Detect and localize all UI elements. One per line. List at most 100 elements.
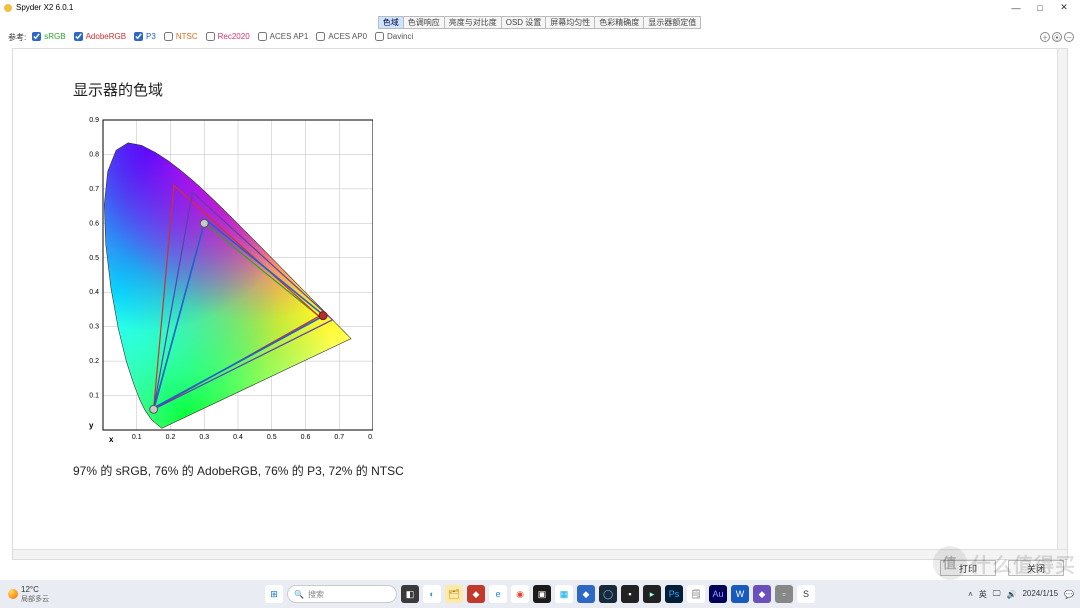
reference-label: 参考: (8, 32, 26, 43)
weather-temp: 12°C (21, 585, 49, 594)
svg-text:0.8: 0.8 (368, 434, 373, 441)
tray-date: 2024/1/15 (1022, 590, 1058, 598)
ref-davinci[interactable]: Davinci (375, 32, 413, 41)
watermark-badge: 值 (933, 546, 967, 580)
minimize-button[interactable]: — (1004, 3, 1028, 13)
ref-checkbox[interactable] (206, 32, 215, 41)
taskbar-chrome-icon[interactable]: ◉ (511, 585, 529, 603)
svg-text:0.3: 0.3 (199, 434, 209, 441)
horizontal-scrollbar[interactable] (13, 549, 1067, 559)
taskbar-copilot-icon[interactable]: ◐ (423, 585, 441, 603)
ref-label: ACES AP0 (328, 32, 367, 41)
svg-text:0.2: 0.2 (89, 358, 99, 365)
taskbar-app-dark3-icon[interactable]: ▸ (643, 585, 661, 603)
ref-checkbox[interactable] (375, 32, 384, 41)
taskbar-search[interactable]: 🔍搜索 (287, 585, 397, 603)
svg-text:x: x (109, 435, 114, 444)
ref-label: P3 (146, 32, 156, 41)
taskbar-task-view-icon[interactable]: ◧ (401, 585, 419, 603)
svg-text:y: y (89, 421, 94, 430)
ref-checkbox[interactable] (74, 32, 83, 41)
ref-label: AdobeRGB (86, 32, 126, 41)
svg-text:0.9: 0.9 (89, 117, 99, 124)
taskbar-weather[interactable]: 12°C 局部多云 (0, 585, 49, 604)
svg-text:0.3: 0.3 (89, 324, 99, 331)
ref-checkbox[interactable] (316, 32, 325, 41)
titlebar: Spyder X2 6.0.1 — □ ✕ (0, 0, 1080, 15)
ref-label: ACES AP1 (270, 32, 309, 41)
ref-rec2020[interactable]: Rec2020 (206, 32, 250, 41)
zoom-reset-icon[interactable]: ⦿ (1052, 32, 1062, 42)
svg-text:0.7: 0.7 (334, 434, 344, 441)
taskbar-windows-start-icon[interactable]: ⊞ (265, 585, 283, 603)
tray-lang[interactable]: 英 (979, 589, 987, 600)
taskbar-app-blue-icon[interactable]: ◆ (577, 585, 595, 603)
tabs-row: 色域色调响应亮度与对比度OSD 设置屏幕均匀性色彩精确度显示器额定值 (0, 15, 1080, 29)
svg-text:0.1: 0.1 (89, 393, 99, 400)
tab-6[interactable]: 显示器额定值 (643, 16, 701, 29)
taskbar-notes-icon[interactable]: 🗒 (687, 585, 705, 603)
taskbar-steam-icon[interactable]: ◯ (599, 585, 617, 603)
taskbar-app-dark1-icon[interactable]: ▣ (533, 585, 551, 603)
ref-aces ap1[interactable]: ACES AP1 (258, 32, 309, 41)
ref-srgb[interactable]: sRGB (32, 32, 65, 41)
reference-row: 参考: sRGB AdobeRGB P3 NTSC Rec2020 ACES AP1 ACE… (0, 29, 1080, 45)
tray-notification-icon[interactable]: 💬 (1064, 590, 1074, 599)
zoom-controls: ＋ ⦿ － (1040, 32, 1074, 42)
ref-ntsc[interactable]: NTSC (164, 32, 198, 41)
tab-5[interactable]: 色彩精确度 (594, 16, 644, 29)
taskbar-app-gray-icon[interactable]: ▫ (775, 585, 793, 603)
ref-label: Rec2020 (218, 32, 250, 41)
taskbar-center: ⊞🔍搜索◧◐🗂◆e◉▣▦◆◯▪▸Ps🗒AuW◆▫S (265, 585, 815, 603)
tab-3[interactable]: OSD 设置 (501, 16, 547, 29)
ref-checkbox[interactable] (134, 32, 143, 41)
weather-desc: 局部多云 (21, 594, 49, 604)
svg-text:0.1: 0.1 (132, 434, 142, 441)
gamut-summary: 97% 的 sRGB, 76% 的 AdobeRGB, 76% 的 P3, 72… (73, 462, 1067, 479)
ref-checkbox[interactable] (32, 32, 41, 41)
taskbar-explorer-icon[interactable]: 🗂 (445, 585, 463, 603)
taskbar-word-icon[interactable]: W (731, 585, 749, 603)
ref-aces ap0[interactable]: ACES AP0 (316, 32, 367, 41)
taskbar-app-red-icon[interactable]: ◆ (467, 585, 485, 603)
app-icon (4, 4, 12, 12)
vertical-scrollbar[interactable] (1057, 49, 1067, 549)
zoom-out-icon[interactable]: － (1064, 32, 1074, 42)
svg-text:0.6: 0.6 (301, 434, 311, 441)
tray-volume-icon[interactable]: 🔊 (1006, 590, 1016, 599)
tray-network-icon[interactable]: 🖵 (993, 589, 1001, 599)
maximize-button[interactable]: □ (1028, 3, 1052, 13)
tab-1[interactable]: 色调响应 (403, 16, 445, 29)
svg-text:0.5: 0.5 (267, 434, 277, 441)
taskbar-tray: ˄ 英 🖵 🔊 2024/1/15 💬 (968, 589, 1074, 600)
ref-checkbox[interactable] (164, 32, 173, 41)
svg-text:0.6: 0.6 (89, 220, 99, 227)
search-icon: 🔍 (294, 590, 304, 599)
tab-0[interactable]: 色域 (378, 16, 404, 29)
taskbar-app-dark2-icon[interactable]: ▪ (621, 585, 639, 603)
weather-icon (8, 589, 18, 599)
ref-checkbox[interactable] (258, 32, 267, 41)
taskbar-ps-icon[interactable]: Ps (665, 585, 683, 603)
taskbar-photo-icon[interactable]: ▦ (555, 585, 573, 603)
taskbar-au-icon[interactable]: Au (709, 585, 727, 603)
main-panel: 显示器的色域 0.10.20.30.40.50.60.70.80.10.20.3… (12, 48, 1068, 560)
svg-text:0.7: 0.7 (89, 186, 99, 193)
page-title: 显示器的色域 (73, 79, 1067, 100)
svg-text:0.5: 0.5 (89, 255, 99, 262)
svg-text:0.4: 0.4 (233, 434, 243, 441)
ref-label: Davinci (387, 32, 413, 41)
watermark-text: 什么值得买 (971, 549, 1076, 578)
close-button[interactable]: ✕ (1052, 2, 1076, 13)
tab-4[interactable]: 屏幕均匀性 (545, 16, 595, 29)
ref-p3[interactable]: P3 (134, 32, 156, 41)
ref-label: sRGB (44, 32, 65, 41)
taskbar-spyder-icon[interactable]: S (797, 585, 815, 603)
ref-adobergb[interactable]: AdobeRGB (74, 32, 126, 41)
tray-chevron-icon[interactable]: ˄ (968, 590, 973, 599)
taskbar-app-purple-icon[interactable]: ◆ (753, 585, 771, 603)
taskbar-edge-icon[interactable]: e (489, 585, 507, 603)
tray-clock[interactable]: 2024/1/15 (1022, 590, 1058, 598)
zoom-in-icon[interactable]: ＋ (1040, 32, 1050, 42)
tab-2[interactable]: 亮度与对比度 (444, 16, 502, 29)
